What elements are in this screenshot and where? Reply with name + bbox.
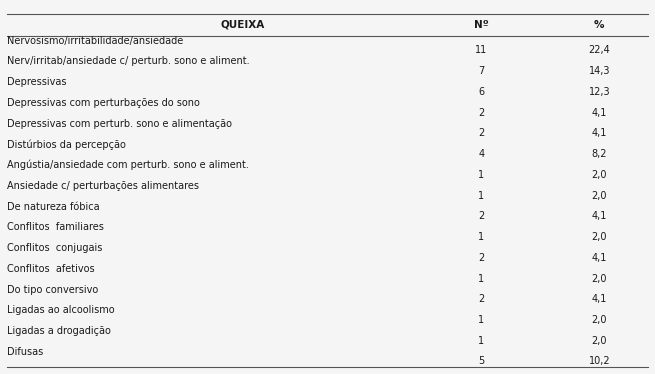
Text: Conflitos  afetivos: Conflitos afetivos bbox=[7, 264, 94, 274]
Text: 2,0: 2,0 bbox=[591, 336, 607, 346]
Text: 4,1: 4,1 bbox=[591, 108, 607, 118]
Text: Ligadas ao alcoolismo: Ligadas ao alcoolismo bbox=[7, 305, 114, 315]
Text: 1: 1 bbox=[478, 315, 485, 325]
Text: QUEIXA: QUEIXA bbox=[220, 20, 265, 30]
Text: 1: 1 bbox=[478, 170, 485, 180]
Text: 4,1: 4,1 bbox=[591, 294, 607, 304]
Text: Nervosismo/irritabilidade/ansiedade: Nervosismo/irritabilidade/ansiedade bbox=[7, 36, 183, 46]
Text: 2: 2 bbox=[478, 294, 485, 304]
Text: 2: 2 bbox=[478, 108, 485, 118]
Text: 1: 1 bbox=[478, 273, 485, 283]
Text: 6: 6 bbox=[478, 87, 485, 97]
Text: Distúrbios da percepção: Distúrbios da percepção bbox=[7, 139, 125, 150]
Text: 4,1: 4,1 bbox=[591, 211, 607, 221]
Text: 4,1: 4,1 bbox=[591, 253, 607, 263]
Text: Angústia/ansiedade com perturb. sono e aliment.: Angústia/ansiedade com perturb. sono e a… bbox=[7, 160, 248, 171]
Text: 2,0: 2,0 bbox=[591, 191, 607, 200]
Text: Conflitos  conjugais: Conflitos conjugais bbox=[7, 243, 102, 253]
Text: 11: 11 bbox=[476, 46, 487, 55]
Text: Difusas: Difusas bbox=[7, 347, 43, 357]
Text: Do tipo conversivo: Do tipo conversivo bbox=[7, 285, 98, 294]
Text: Nerv/irritab/ansiedade c/ perturb. sono e aliment.: Nerv/irritab/ansiedade c/ perturb. sono … bbox=[7, 56, 249, 67]
Text: 2: 2 bbox=[478, 211, 485, 221]
Text: Conflitos  familiares: Conflitos familiares bbox=[7, 222, 103, 232]
Text: 1: 1 bbox=[478, 191, 485, 200]
Text: 14,3: 14,3 bbox=[589, 66, 610, 76]
Text: Depressivas com perturb. sono e alimentação: Depressivas com perturb. sono e alimenta… bbox=[7, 119, 232, 129]
Text: 2: 2 bbox=[478, 128, 485, 138]
Text: De natureza fóbica: De natureza fóbica bbox=[7, 202, 99, 212]
Text: 2,0: 2,0 bbox=[591, 315, 607, 325]
Text: 10,2: 10,2 bbox=[588, 356, 610, 367]
Text: 1: 1 bbox=[478, 336, 485, 346]
Text: 2,0: 2,0 bbox=[591, 232, 607, 242]
Text: Nº: Nº bbox=[474, 20, 489, 30]
Text: 1: 1 bbox=[478, 232, 485, 242]
Text: 4,1: 4,1 bbox=[591, 128, 607, 138]
Text: 5: 5 bbox=[478, 356, 485, 367]
Text: 2,0: 2,0 bbox=[591, 170, 607, 180]
Text: 7: 7 bbox=[478, 66, 485, 76]
Text: 2,0: 2,0 bbox=[591, 273, 607, 283]
Text: Depressivas com perturbações do sono: Depressivas com perturbações do sono bbox=[7, 98, 199, 108]
Text: 12,3: 12,3 bbox=[588, 87, 610, 97]
Text: 22,4: 22,4 bbox=[588, 46, 610, 55]
Text: %: % bbox=[594, 20, 605, 30]
Text: Depressivas: Depressivas bbox=[7, 77, 66, 87]
Text: Ligadas a drogadição: Ligadas a drogadição bbox=[7, 326, 111, 336]
Text: Ansiedade c/ perturbações alimentares: Ansiedade c/ perturbações alimentares bbox=[7, 181, 198, 191]
Text: 4: 4 bbox=[478, 149, 485, 159]
Text: 2: 2 bbox=[478, 253, 485, 263]
Text: 8,2: 8,2 bbox=[591, 149, 607, 159]
